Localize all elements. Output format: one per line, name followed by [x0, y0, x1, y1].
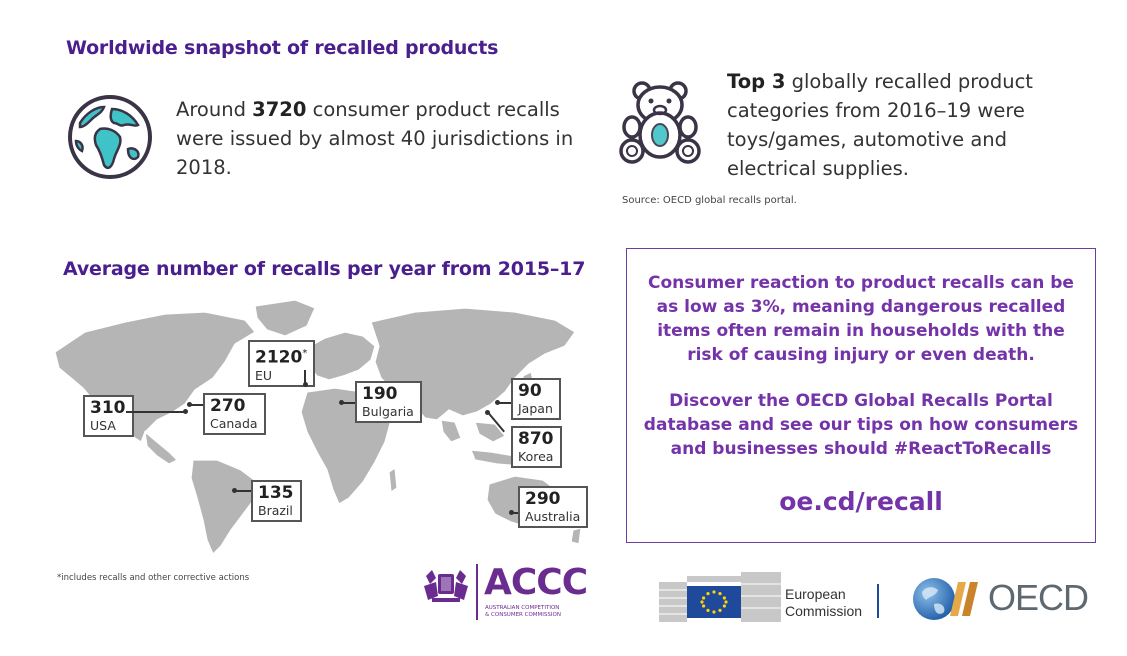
oecd-wordmark: OECD: [988, 577, 1089, 618]
snapshot-title: Worldwide snapshot of recalled products: [66, 37, 499, 59]
leader-line-bulgaria: [342, 402, 355, 404]
marker-brazil: [232, 488, 237, 493]
marker-eu: [303, 382, 308, 387]
accc-wordmark: ACCC: [484, 562, 588, 603]
recall-count: 3720: [252, 98, 307, 121]
teddy-bear-icon: [619, 81, 701, 164]
top-categories-text: Top 3 globally recalled product categori…: [727, 70, 1033, 180]
globe-icon: [68, 95, 152, 179]
marker-canada: [187, 402, 192, 407]
marker-bulgaria: [339, 400, 344, 405]
callout-japan: 90 Japan: [511, 378, 561, 420]
consumer-reaction-text: Consumer reaction to product recalls can…: [648, 273, 1074, 365]
oecd-globe-icon: [913, 578, 978, 620]
marker-usa: [183, 409, 188, 414]
portal-promo-text: Discover the OECD Global Recalls Portal …: [643, 391, 1079, 459]
callout-australia: 290 Australia: [518, 486, 589, 528]
eu-flag-building-icon: [659, 572, 781, 622]
accc-divider: [476, 564, 478, 620]
footnote: *includes recalls and other corrective a…: [57, 573, 250, 583]
source-note: Source: OECD global recalls portal.: [622, 195, 797, 206]
leader-line-japan: [498, 402, 511, 404]
callout-usa: 310 USA: [83, 395, 134, 437]
accc-logo: ACCC AUSTRALIAN COMPETITION & CONSUMER C…: [418, 562, 598, 624]
marker-korea: [485, 410, 490, 415]
recall-link[interactable]: oe.cd/recall: [779, 487, 943, 516]
marker-japan: [495, 400, 500, 405]
leader-line-usa: [126, 411, 184, 413]
leader-line-australia: [512, 512, 518, 514]
callout-bulgaria: 190 Bulgaria: [355, 381, 422, 423]
map-title: Average number of recalls per year from …: [63, 258, 586, 280]
leader-line-eu: [304, 370, 306, 384]
accc-subtitle: AUSTRALIAN COMPETITION & CONSUMER COMMIS…: [485, 605, 561, 618]
leader-line-canada: [190, 404, 203, 406]
leader-line-brazil: [235, 490, 251, 492]
european-commission-logo: European Commission: [659, 562, 884, 624]
recall-count-text: Around 3720 consumer product recalls wer…: [176, 98, 574, 179]
callout-canada: 270 Canada: [203, 393, 266, 435]
top3-label: Top 3: [727, 70, 786, 93]
callout-brazil: 135 Brazil: [251, 480, 302, 522]
ec-wordmark: European Commission: [785, 586, 863, 619]
marker-australia: [509, 510, 514, 515]
callout-eu: 2120* EU: [248, 340, 316, 387]
oecd-logo: OECD: [912, 574, 1102, 624]
callout-korea: 870 Korea: [511, 426, 562, 468]
coat-of-arms-icon: [424, 570, 468, 602]
info-box: Consumer reaction to product recalls can…: [626, 248, 1096, 543]
ec-divider: [877, 584, 879, 618]
